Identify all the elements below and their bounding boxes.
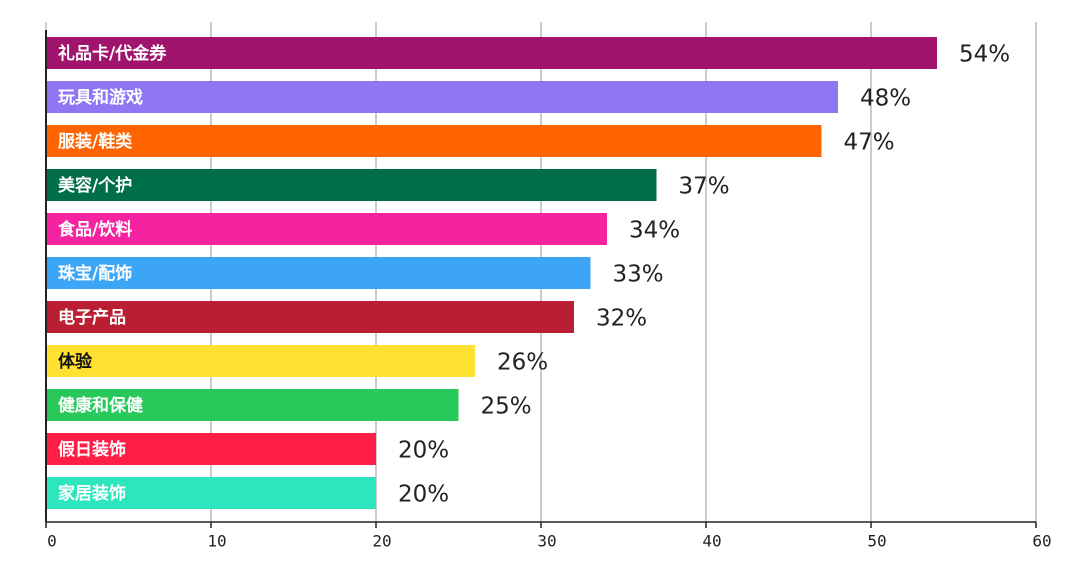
value-label: 54% [959,42,1010,68]
value-label: 34% [629,218,680,244]
x-tick-label: 20 [372,532,391,551]
category-label: 珠宝/配饰 [58,263,132,284]
category-label: 健康和保健 [58,395,143,416]
bar [46,213,607,245]
value-label: 20% [398,438,449,464]
x-tick-label: 30 [537,532,556,551]
x-tick-label: 40 [702,532,721,551]
bar [46,433,376,465]
bar [46,125,822,157]
category-label: 礼品卡/代金券 [58,43,167,64]
bar [46,257,591,289]
bar [46,81,838,113]
bar [46,477,376,509]
value-label: 32% [596,306,647,332]
bar [46,301,574,333]
x-tick-label: 60 [1032,532,1051,551]
bar [46,169,657,201]
x-tick-label: 0 [47,532,57,551]
bar [46,389,459,421]
value-label: 20% [398,482,449,508]
category-label: 假日装饰 [58,439,126,460]
value-label: 47% [844,130,895,156]
category-label: 电子产品 [58,307,126,328]
category-label: 体验 [58,351,93,372]
category-label: 家居装饰 [58,483,126,504]
value-label: 26% [497,350,548,376]
value-label: 25% [481,394,532,420]
bar [46,37,937,69]
bar [46,345,475,377]
value-label: 33% [613,262,664,288]
value-label: 37% [679,174,730,200]
x-tick-label: 50 [867,532,886,551]
category-label: 玩具和游戏 [58,87,143,108]
x-tick-label: 10 [207,532,226,551]
category-label: 服装/鞋类 [58,131,133,152]
value-label: 48% [860,86,911,112]
category-label: 食品/饮料 [58,219,132,240]
category-label: 美容/个护 [58,175,132,196]
